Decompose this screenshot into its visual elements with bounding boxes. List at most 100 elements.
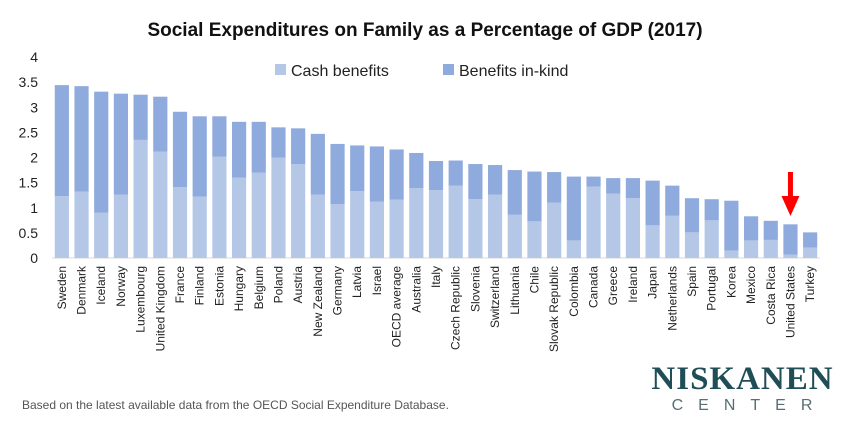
x-tick-label: Switzerland xyxy=(488,266,502,328)
y-tick-label: 4 xyxy=(30,49,38,65)
x-tick-label: United States xyxy=(783,266,797,338)
x-tick-label: Estonia xyxy=(212,266,226,306)
arrow-head xyxy=(781,196,800,216)
bar-cash-benefits xyxy=(428,190,444,258)
x-tick-label: Finland xyxy=(193,266,207,305)
brand-logo: NISKANEN CENTER xyxy=(650,362,835,416)
x-tick-label: Colombia xyxy=(567,266,581,317)
x-tick-label: Chile xyxy=(527,266,541,294)
bar-benefits-in-kind xyxy=(133,94,148,140)
bar-cash-benefits xyxy=(763,239,778,258)
bar-benefits-in-kind xyxy=(172,111,188,188)
bar-cash-benefits xyxy=(350,191,365,258)
bar-cash-benefits xyxy=(566,240,581,258)
x-tick-label: Denmark xyxy=(75,265,89,315)
bar-cash-benefits xyxy=(507,214,522,258)
bar-benefits-in-kind xyxy=(586,176,601,187)
bar-cash-benefits xyxy=(586,186,601,258)
bar-cash-benefits xyxy=(389,199,404,258)
x-tick-label: Poland xyxy=(271,266,285,303)
bar-cash-benefits xyxy=(310,194,325,258)
bar-cash-benefits xyxy=(783,254,798,258)
x-tick-label: Sweden xyxy=(55,266,69,309)
bar-cash-benefits xyxy=(547,202,562,258)
bars xyxy=(54,85,818,258)
x-tick-label: Netherlands xyxy=(665,266,679,331)
y-tick-label: 2.5 xyxy=(19,124,39,140)
bar-cash-benefits xyxy=(409,188,424,258)
bar-benefits-in-kind xyxy=(291,128,306,165)
bar-benefits-in-kind xyxy=(547,172,562,203)
bar-cash-benefits xyxy=(271,157,286,258)
bar-benefits-in-kind xyxy=(212,116,227,157)
bar-cash-benefits xyxy=(606,193,621,258)
x-tick-label: Spain xyxy=(685,266,699,297)
bar-benefits-in-kind xyxy=(468,164,483,200)
x-tick-label: Canada xyxy=(587,266,601,308)
bar-benefits-in-kind xyxy=(566,176,581,241)
x-tick-label: Austria xyxy=(291,266,305,304)
bar-benefits-in-kind xyxy=(704,199,719,221)
bar-benefits-in-kind xyxy=(74,86,89,192)
legend-label: Benefits in-kind xyxy=(459,63,568,80)
x-tick-label: Luxembourg xyxy=(134,266,148,333)
chart-title: Social Expenditures on Family as a Perce… xyxy=(147,20,702,41)
legend-swatch xyxy=(443,64,454,75)
bar-benefits-in-kind xyxy=(310,133,325,195)
bar-benefits-in-kind xyxy=(409,152,424,189)
bar-cash-benefits xyxy=(133,139,148,258)
legend-swatch xyxy=(275,64,286,75)
x-tick-label: Germany xyxy=(331,266,345,315)
y-tick-label: 3 xyxy=(30,99,38,115)
bar-cash-benefits xyxy=(113,194,129,258)
bar-cash-benefits xyxy=(212,156,227,258)
highlight-marker xyxy=(781,172,800,216)
x-tick-label: Japan xyxy=(646,266,660,299)
bar-cash-benefits xyxy=(231,177,247,258)
x-tick-label: Mexico xyxy=(744,266,758,304)
x-tick-label: Australia xyxy=(409,266,423,313)
bar-benefits-in-kind xyxy=(487,165,503,195)
x-tick-label: Belgium xyxy=(252,266,266,309)
x-tick-label: Turkey xyxy=(803,266,817,302)
x-tick-label: Lithuania xyxy=(508,266,522,315)
bar-cash-benefits xyxy=(468,199,483,258)
arrow-shaft xyxy=(787,172,793,198)
brand-sub: CENTER xyxy=(671,397,828,414)
bar-benefits-in-kind xyxy=(448,160,463,186)
bar-cash-benefits xyxy=(724,250,739,258)
x-tick-label: Hungary xyxy=(232,266,246,311)
bar-benefits-in-kind xyxy=(724,200,739,251)
x-tick-label: United Kingdom xyxy=(153,266,167,351)
bar-cash-benefits xyxy=(251,172,266,258)
bar-benefits-in-kind xyxy=(271,127,286,158)
x-tick-label: Costa Rica xyxy=(764,266,778,325)
bar-benefits-in-kind xyxy=(645,180,660,226)
bar-benefits-in-kind xyxy=(231,121,247,178)
bar-benefits-in-kind xyxy=(625,178,641,199)
footnote: Based on the latest available data from … xyxy=(22,398,449,412)
bar-cash-benefits xyxy=(291,164,306,258)
bar-cash-benefits xyxy=(330,204,345,258)
bar-benefits-in-kind xyxy=(94,91,109,213)
bar-benefits-in-kind xyxy=(330,143,345,205)
x-tick-label: France xyxy=(173,266,187,304)
bar-cash-benefits xyxy=(684,232,700,258)
bar-benefits-in-kind xyxy=(192,116,207,197)
x-tick-label: Portugal xyxy=(705,266,719,311)
bar-cash-benefits xyxy=(665,215,680,258)
x-tick-label: Iceland xyxy=(94,266,108,305)
bar-benefits-in-kind xyxy=(153,96,168,152)
bar-cash-benefits xyxy=(448,185,463,258)
bar-cash-benefits xyxy=(153,151,168,258)
x-tick-label: Czech Republic xyxy=(449,266,463,350)
bar-cash-benefits xyxy=(645,225,660,258)
bar-benefits-in-kind xyxy=(606,178,621,194)
x-tick-label: Slovak Republic xyxy=(547,266,561,352)
bar-benefits-in-kind xyxy=(350,145,365,192)
bar-benefits-in-kind xyxy=(803,232,818,248)
x-tick-label: Ireland xyxy=(626,266,640,303)
y-tick-label: 3.5 xyxy=(19,74,39,90)
x-tick-label: OECD average xyxy=(390,266,404,348)
bar-benefits-in-kind xyxy=(684,198,700,233)
